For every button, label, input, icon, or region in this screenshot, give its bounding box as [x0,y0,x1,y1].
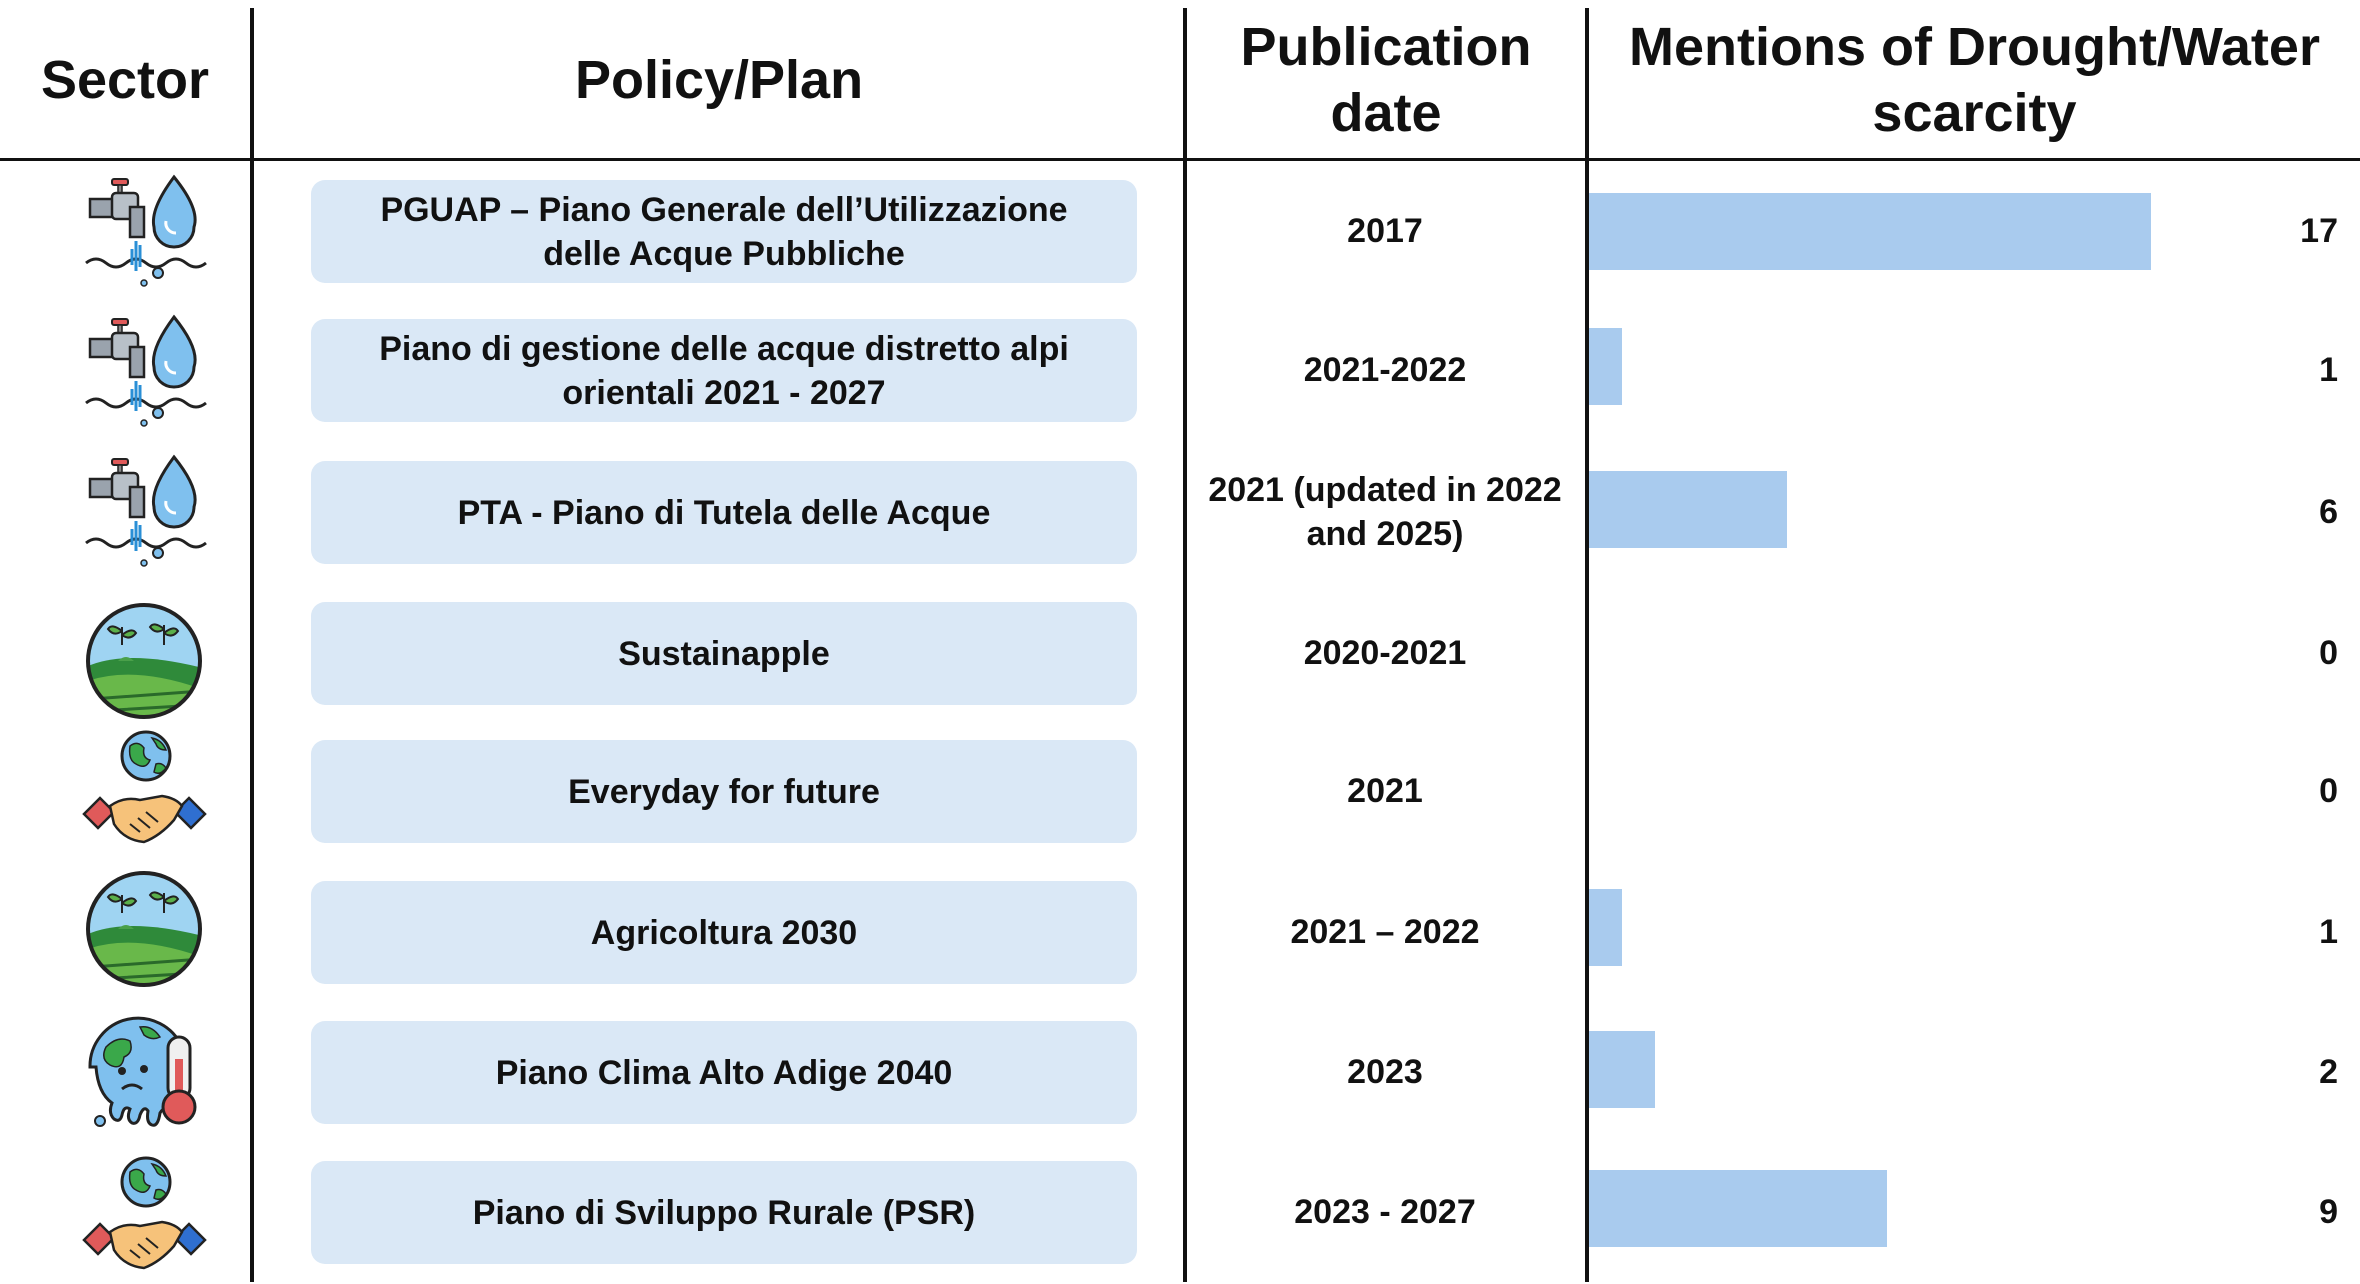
publication-date: 2021 (updated in 2022 and 2025) [1208,471,1562,553]
header-mentions: Mentions of Drought/Water scarcity [1629,17,2320,143]
mentions-value: 1 [2319,351,2338,389]
water-tap-icon [82,171,207,296]
publication-date: 2017 [1347,212,1423,250]
publication-date: 2021-2022 [1303,351,1467,389]
mentions-value: 17 [2300,212,2338,250]
agriculture-globe-icon [82,867,207,992]
mentions-bar [1589,1169,1887,1247]
climate-thermometer-icon [82,1007,207,1132]
header-publication-date: Publication date [1240,17,1532,143]
publication-date: 2021 – 2022 [1290,913,1480,951]
mentions-bar [1589,470,1788,548]
publication-date: 2023 - 2027 [1294,1193,1476,1231]
agriculture-globe-icon [82,599,207,724]
mentions-bar [1589,888,1623,966]
mentions-value: 9 [2319,1193,2338,1231]
header-policy: Policy/Plan [574,50,864,110]
policy-name: Everyday for future [311,740,1137,843]
policy-name: Sustainapple [311,602,1137,705]
header-sector: Sector [40,50,210,110]
water-tap-icon [82,451,207,576]
policy-name: Agricoltura 2030 [311,881,1137,984]
mentions-value: 0 [2319,634,2338,672]
mentions-value: 1 [2319,913,2338,951]
publication-date: 2023 [1347,1053,1423,1091]
policy-name: PGUAP – Piano Generale dell’Utilizzazion… [311,180,1137,283]
mentions-value: 0 [2319,772,2338,810]
column-divider [250,8,254,1282]
column-divider [1183,8,1187,1282]
policy-name: Piano di Sviluppo Rurale (PSR) [311,1161,1137,1264]
water-tap-icon [82,311,207,436]
header-divider [0,158,2360,161]
publication-date: 2021 [1347,772,1423,810]
policy-name: PTA - Piano di Tutela delle Acque [311,461,1137,564]
policy-name: Piano di gestione delle acque distretto … [311,319,1137,422]
mentions-value: 6 [2319,493,2338,531]
globe-handshake-icon [82,728,207,853]
column-divider [1585,8,1589,1282]
mentions-bar [1589,327,1623,405]
publication-date: 2020-2021 [1303,634,1467,672]
mentions-bar [1589,192,2151,270]
mentions-value: 2 [2319,1053,2338,1091]
policy-name: Piano Clima Alto Adige 2040 [311,1021,1137,1124]
mentions-bar [1589,1030,1656,1108]
globe-handshake-icon [82,1154,207,1279]
